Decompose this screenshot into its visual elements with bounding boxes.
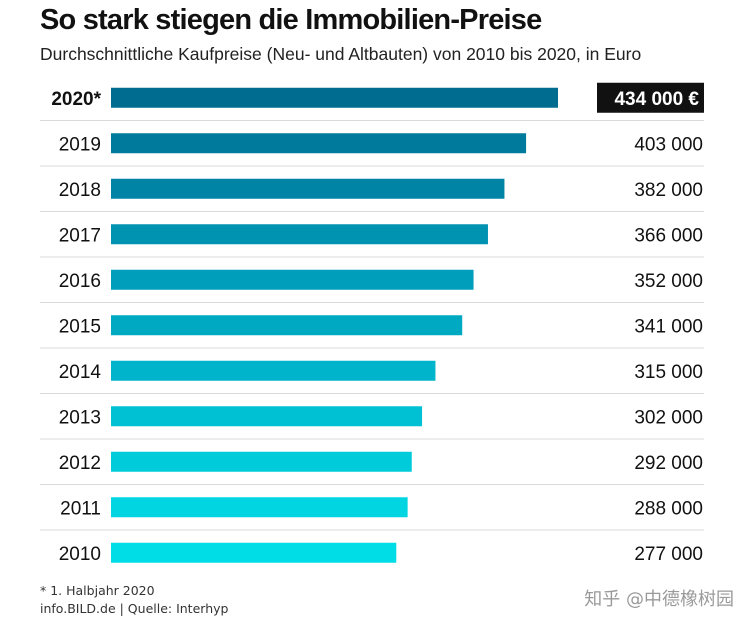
bar-2019 xyxy=(111,133,527,154)
value-label-2012: 292 000 xyxy=(634,453,703,474)
category-label-2016: 2016 xyxy=(59,271,101,292)
bar-2012 xyxy=(111,451,412,472)
category-label-2017: 2017 xyxy=(59,225,101,246)
chart-subtitle: Durchschnittliche Kaufpreise (Neu- und A… xyxy=(40,44,642,64)
bar-2014 xyxy=(111,360,436,381)
value-label-2020: 434 000 € xyxy=(614,89,699,110)
bar-2017 xyxy=(111,224,488,245)
category-label-2012: 2012 xyxy=(59,453,101,474)
bar-2016 xyxy=(111,269,474,290)
bar-2013 xyxy=(111,406,423,427)
category-label-2015: 2015 xyxy=(59,316,101,337)
value-label-2015: 341 000 xyxy=(634,316,703,337)
bar-2015 xyxy=(111,315,463,336)
category-label-2019: 2019 xyxy=(59,134,101,155)
value-label-2014: 315 000 xyxy=(634,362,703,383)
watermark: 知乎 @中德橡树园 xyxy=(584,589,734,610)
bar-2018 xyxy=(111,178,505,199)
bar-2011 xyxy=(111,497,408,518)
value-label-2010: 277 000 xyxy=(634,544,703,565)
highlight-value-box xyxy=(597,82,704,113)
source-line: info.BILD.de | Quelle: Interhyp xyxy=(40,601,229,616)
value-label-2013: 302 000 xyxy=(634,407,703,428)
value-label-2011: 288 000 xyxy=(634,498,703,519)
footnote: * 1. Halbjahr 2020 xyxy=(40,583,155,598)
category-label-2010: 2010 xyxy=(59,544,101,565)
bar-2020 xyxy=(111,87,558,108)
category-label-2011: 2011 xyxy=(60,498,101,519)
value-label-2017: 366 000 xyxy=(634,225,703,246)
bar-2010 xyxy=(111,542,397,563)
value-label-2019: 403 000 xyxy=(634,134,703,155)
category-label-2013: 2013 xyxy=(59,407,101,428)
category-label-2020: 2020* xyxy=(51,89,101,110)
chart-title: So stark stiegen die Immobilien-Preise xyxy=(40,4,542,36)
category-label-2018: 2018 xyxy=(59,180,101,201)
category-label-2014: 2014 xyxy=(59,362,102,383)
value-label-2018: 382 000 xyxy=(634,180,703,201)
value-label-2016: 352 000 xyxy=(634,271,703,292)
